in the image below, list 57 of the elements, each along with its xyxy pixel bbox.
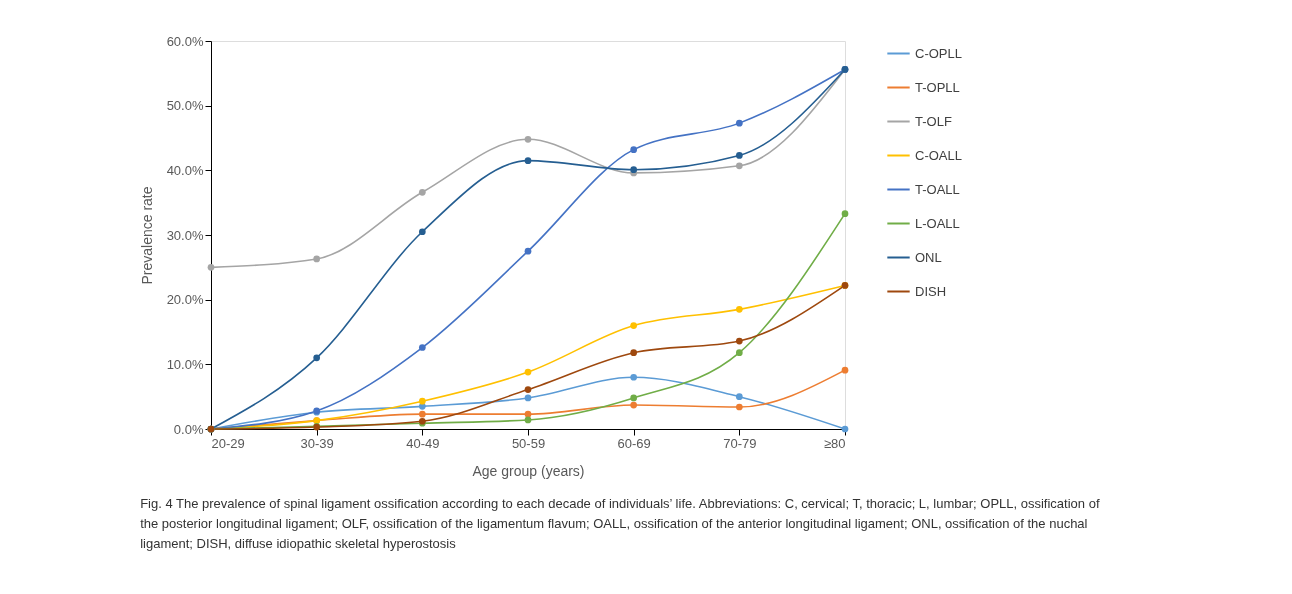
- x-tick-label: 40-49: [406, 435, 440, 451]
- point: [841, 210, 849, 218]
- x-tick-label: 30-39: [300, 435, 334, 451]
- y-tick-label: 10.0%: [166, 356, 204, 372]
- y-tick-label: 20.0%: [166, 292, 204, 308]
- point: [735, 152, 743, 159]
- point: [207, 263, 215, 271]
- point: [524, 135, 532, 143]
- point: [418, 188, 426, 196]
- point: [524, 386, 532, 393]
- x-axis-title: Age group (years): [472, 462, 585, 479]
- point: [735, 349, 743, 357]
- point: [630, 373, 638, 381]
- y-tick-label: 50.0%: [166, 98, 204, 114]
- y-tick-label: 60.0%: [166, 33, 204, 49]
- x-tick-label: 70-79: [723, 435, 757, 451]
- legend-label: T-OPLL: [915, 79, 960, 95]
- point: [524, 157, 532, 164]
- point: [418, 228, 426, 236]
- y-tick-label: 30.0%: [166, 227, 204, 243]
- point: [735, 337, 743, 345]
- point: [735, 162, 743, 170]
- point: [735, 306, 743, 313]
- point: [841, 366, 849, 374]
- x-tick-label: ≥80: [823, 435, 846, 451]
- point: [524, 368, 532, 376]
- point: [630, 401, 638, 409]
- legend-label: C-OALL: [915, 147, 962, 163]
- point: [735, 393, 743, 401]
- point: [630, 146, 638, 153]
- point: [524, 394, 532, 402]
- point: [524, 410, 532, 418]
- point: [524, 247, 532, 255]
- point: [313, 354, 321, 362]
- y-tick-label: 40.0%: [166, 162, 204, 178]
- legend-label: T-OALL: [915, 181, 960, 197]
- point: [418, 397, 426, 405]
- point: [630, 349, 638, 357]
- point: [735, 119, 743, 127]
- point: [524, 416, 532, 424]
- legend-label: C-OPLL: [915, 45, 962, 61]
- point: [313, 255, 321, 263]
- legend-label: L-OALL: [915, 215, 960, 231]
- x-tick-label: 60-69: [617, 435, 651, 451]
- point: [418, 410, 426, 418]
- y-tick-label: 0.0%: [173, 421, 204, 437]
- legend-label: T-OLF: [915, 113, 952, 129]
- point: [630, 322, 638, 329]
- legend-label: ONL: [915, 249, 942, 265]
- point: [630, 394, 638, 402]
- caption: Fig. 4 The prevalence of spinal ligament ossification according to each decade of individuals’ life. Abbreviations: C, cervical; T, thoracic; L, lumbar; OPLL, ossification of the posterior longitudinal ligament; OLF, ossification of the ligamentum flavum; OALL, ossification of the anterior longitudinal ligament; ONL, ossification of the nuchal ligament; DISH, diffuse idiopathic skeletal hyperostosis: [140, 496, 1100, 551]
- point: [735, 403, 743, 411]
- point: [418, 344, 426, 351]
- legend-label: DISH: [915, 283, 947, 299]
- x-tick-label: 20-29: [211, 435, 245, 451]
- y-axis-title: Prevalence rate: [138, 186, 155, 285]
- x-tick-label: 50-59: [511, 435, 546, 451]
